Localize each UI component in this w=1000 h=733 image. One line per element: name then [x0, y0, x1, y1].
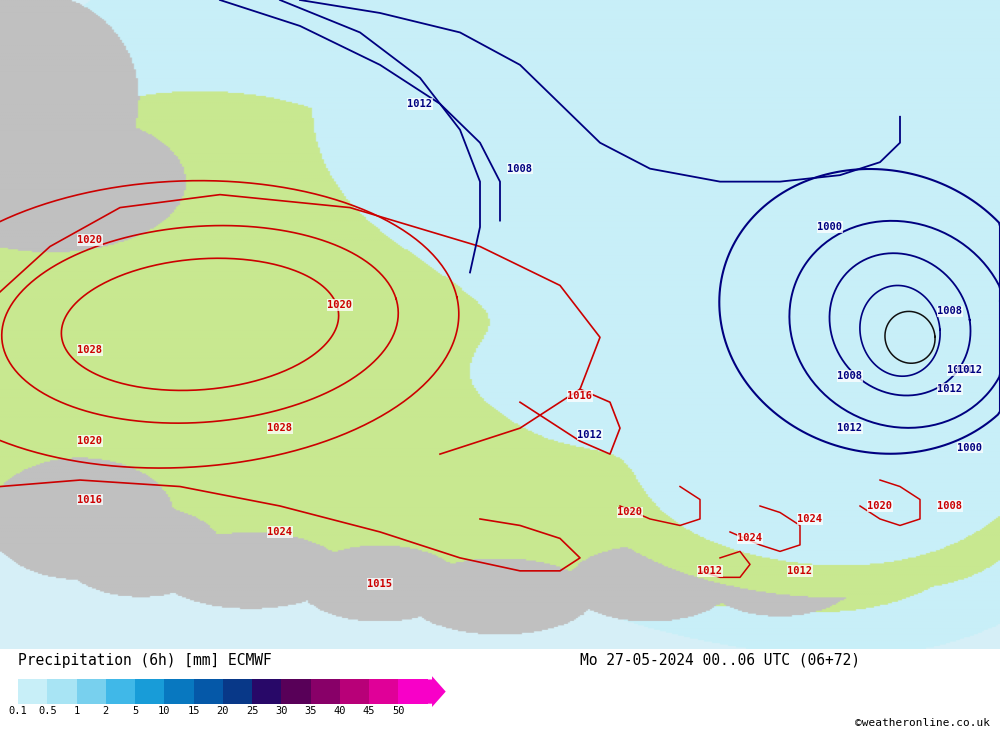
Text: 1024: 1024 [798, 514, 822, 524]
Text: 30: 30 [275, 706, 288, 716]
Text: ©weatheronline.co.uk: ©weatheronline.co.uk [855, 718, 990, 729]
Text: 1008: 1008 [838, 371, 862, 381]
Bar [194, 679, 223, 704]
Text: 1015: 1015 [368, 579, 392, 589]
Bar [252, 679, 281, 704]
Text: 1012: 1012 [578, 430, 602, 440]
Bar [281, 679, 311, 704]
Text: 1008: 1008 [508, 163, 532, 174]
Text: 1004: 1004 [948, 365, 972, 375]
Text: 1012: 1012 [408, 99, 432, 108]
Text: 0.5: 0.5 [38, 706, 57, 716]
Text: 25: 25 [246, 706, 258, 716]
Text: 1: 1 [73, 706, 80, 716]
Text: 1008: 1008 [938, 306, 962, 317]
Text: 1028: 1028 [268, 423, 292, 433]
Text: 40: 40 [334, 706, 346, 716]
Text: 1000: 1000 [958, 443, 982, 452]
Text: 5: 5 [132, 706, 138, 716]
Text: 10: 10 [158, 706, 171, 716]
Bar [18, 679, 47, 704]
Text: 20: 20 [217, 706, 229, 716]
Text: 1012: 1012 [938, 384, 962, 394]
Text: 1012: 1012 [838, 423, 862, 433]
Text: 1016: 1016 [568, 391, 592, 401]
Text: 1024: 1024 [738, 534, 763, 543]
Text: 35: 35 [304, 706, 317, 716]
Text: 1020: 1020 [618, 507, 642, 517]
Text: Mo 27-05-2024 00..06 UTC (06+72): Mo 27-05-2024 00..06 UTC (06+72) [580, 653, 860, 668]
Text: 2: 2 [103, 706, 109, 716]
Bar [398, 679, 428, 704]
Text: 1020: 1020 [328, 300, 352, 310]
Text: 1012: 1012 [788, 566, 812, 576]
Bar [106, 679, 135, 704]
Bar [223, 679, 252, 704]
Bar [164, 679, 194, 704]
Text: 0.1: 0.1 [9, 706, 27, 716]
Bar [77, 679, 106, 704]
Bar [47, 679, 77, 704]
Text: 50: 50 [392, 706, 405, 716]
Text: 15: 15 [187, 706, 200, 716]
FancyArrow shape [428, 676, 446, 707]
Bar [340, 679, 369, 704]
Bar [369, 679, 398, 704]
Bar [311, 679, 340, 704]
Text: 1020: 1020 [78, 235, 103, 245]
Text: 1012: 1012 [698, 566, 722, 576]
Text: 1020: 1020 [78, 436, 103, 446]
Text: 1012: 1012 [958, 365, 982, 375]
Text: 45: 45 [363, 706, 375, 716]
Bar [135, 679, 164, 704]
Text: Precipitation (6h) [mm] ECMWF: Precipitation (6h) [mm] ECMWF [18, 653, 272, 668]
Text: 1020: 1020 [868, 501, 893, 511]
Text: 1028: 1028 [78, 345, 103, 356]
Text: 1008: 1008 [938, 501, 962, 511]
Text: 1016: 1016 [78, 495, 103, 504]
Text: 1024: 1024 [268, 527, 292, 537]
Text: 1000: 1000 [818, 222, 842, 232]
